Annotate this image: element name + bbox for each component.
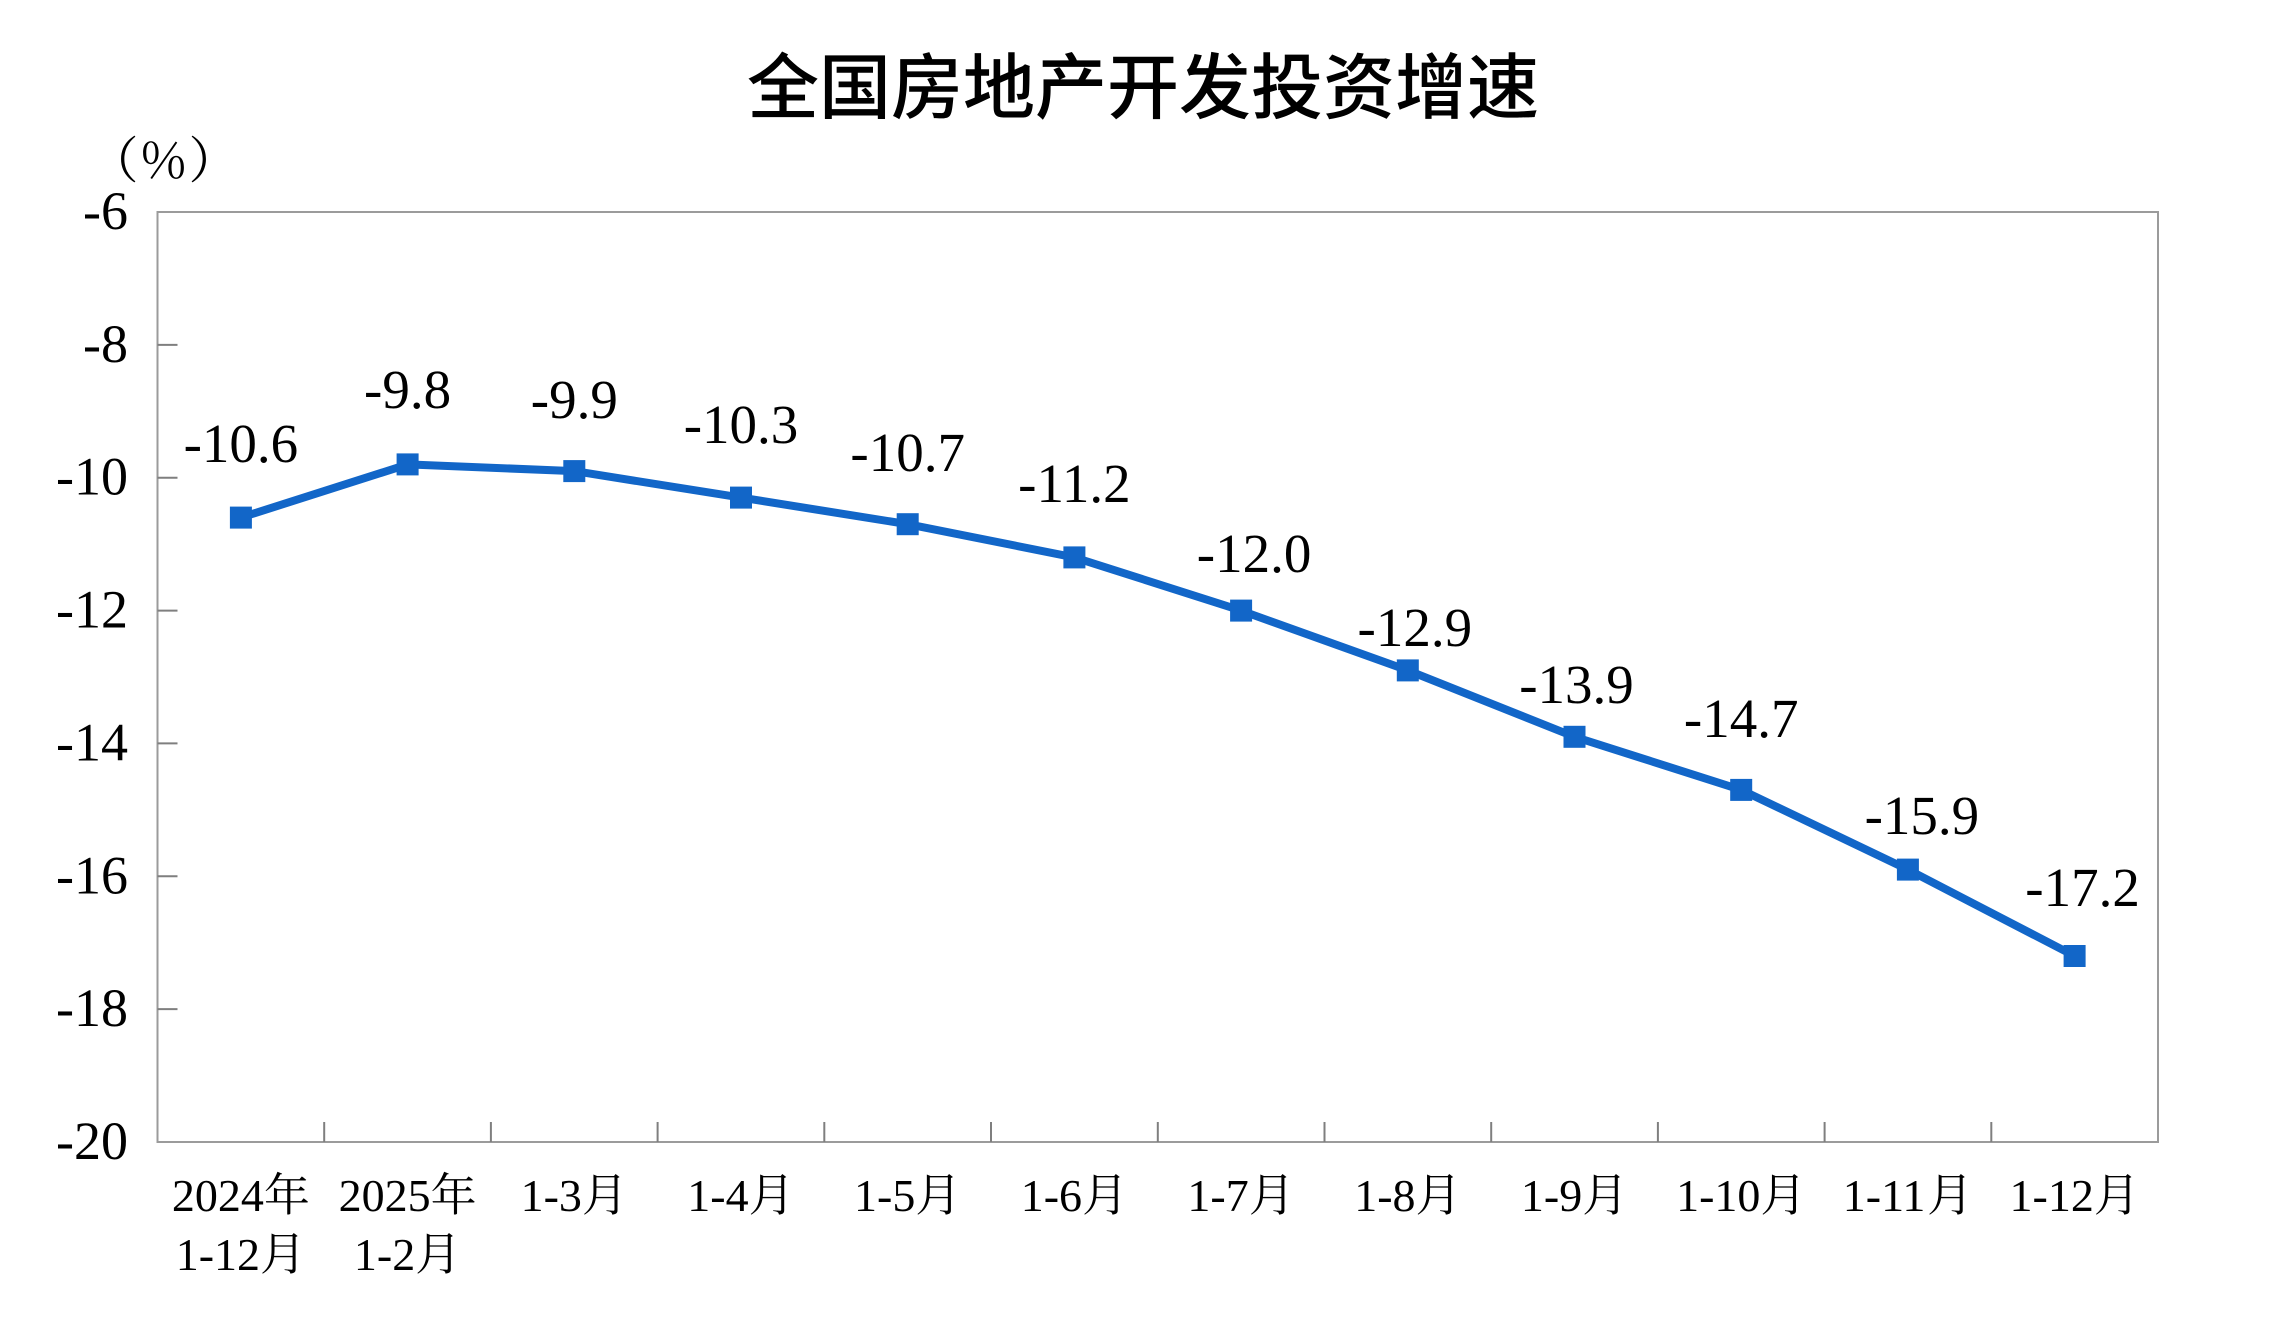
svg-text:-11.2: -11.2 — [1018, 453, 1131, 514]
svg-text:-13.9: -13.9 — [1519, 654, 1634, 715]
svg-text:1-7: 1-7 — [1187, 1170, 1248, 1221]
svg-text:-8: -8 — [83, 314, 128, 374]
svg-text:1-9: 1-9 — [1521, 1170, 1582, 1221]
svg-text:-6: -6 — [83, 181, 128, 241]
svg-text:-10.3: -10.3 — [684, 394, 799, 455]
svg-text:-20: -20 — [56, 1111, 128, 1171]
svg-text:-12.0: -12.0 — [1197, 523, 1312, 584]
svg-text:-15.9: -15.9 — [1865, 785, 1980, 846]
svg-text:1-3: 1-3 — [521, 1170, 582, 1221]
svg-text:-10.6: -10.6 — [184, 413, 299, 474]
svg-text:-10: -10 — [56, 447, 128, 507]
svg-text:-16: -16 — [56, 845, 128, 905]
svg-text:1-12: 1-12 — [176, 1229, 260, 1280]
svg-text:-17.2: -17.2 — [2025, 857, 2140, 918]
svg-text:1-12: 1-12 — [2010, 1170, 2094, 1221]
svg-text:1-4: 1-4 — [687, 1170, 748, 1221]
svg-text:-14: -14 — [56, 712, 128, 772]
svg-text:2025: 2025 — [339, 1170, 431, 1221]
svg-text:-18: -18 — [56, 978, 128, 1038]
svg-text:-12.9: -12.9 — [1358, 597, 1473, 658]
svg-text:-12: -12 — [56, 580, 128, 640]
svg-text:1-2: 1-2 — [354, 1229, 415, 1280]
svg-text:1-5: 1-5 — [854, 1170, 915, 1221]
svg-text:1-8: 1-8 — [1354, 1170, 1415, 1221]
svg-text:-14.7: -14.7 — [1684, 688, 1799, 749]
svg-text:-9.9: -9.9 — [531, 369, 618, 430]
svg-text:2024: 2024 — [172, 1170, 264, 1221]
svg-text:1-6: 1-6 — [1021, 1170, 1082, 1221]
svg-text:-9.8: -9.8 — [364, 359, 451, 420]
svg-text:1-10: 1-10 — [1676, 1170, 1760, 1221]
svg-text:1-11: 1-11 — [1843, 1170, 1926, 1221]
svg-text:-10.7: -10.7 — [850, 422, 965, 483]
